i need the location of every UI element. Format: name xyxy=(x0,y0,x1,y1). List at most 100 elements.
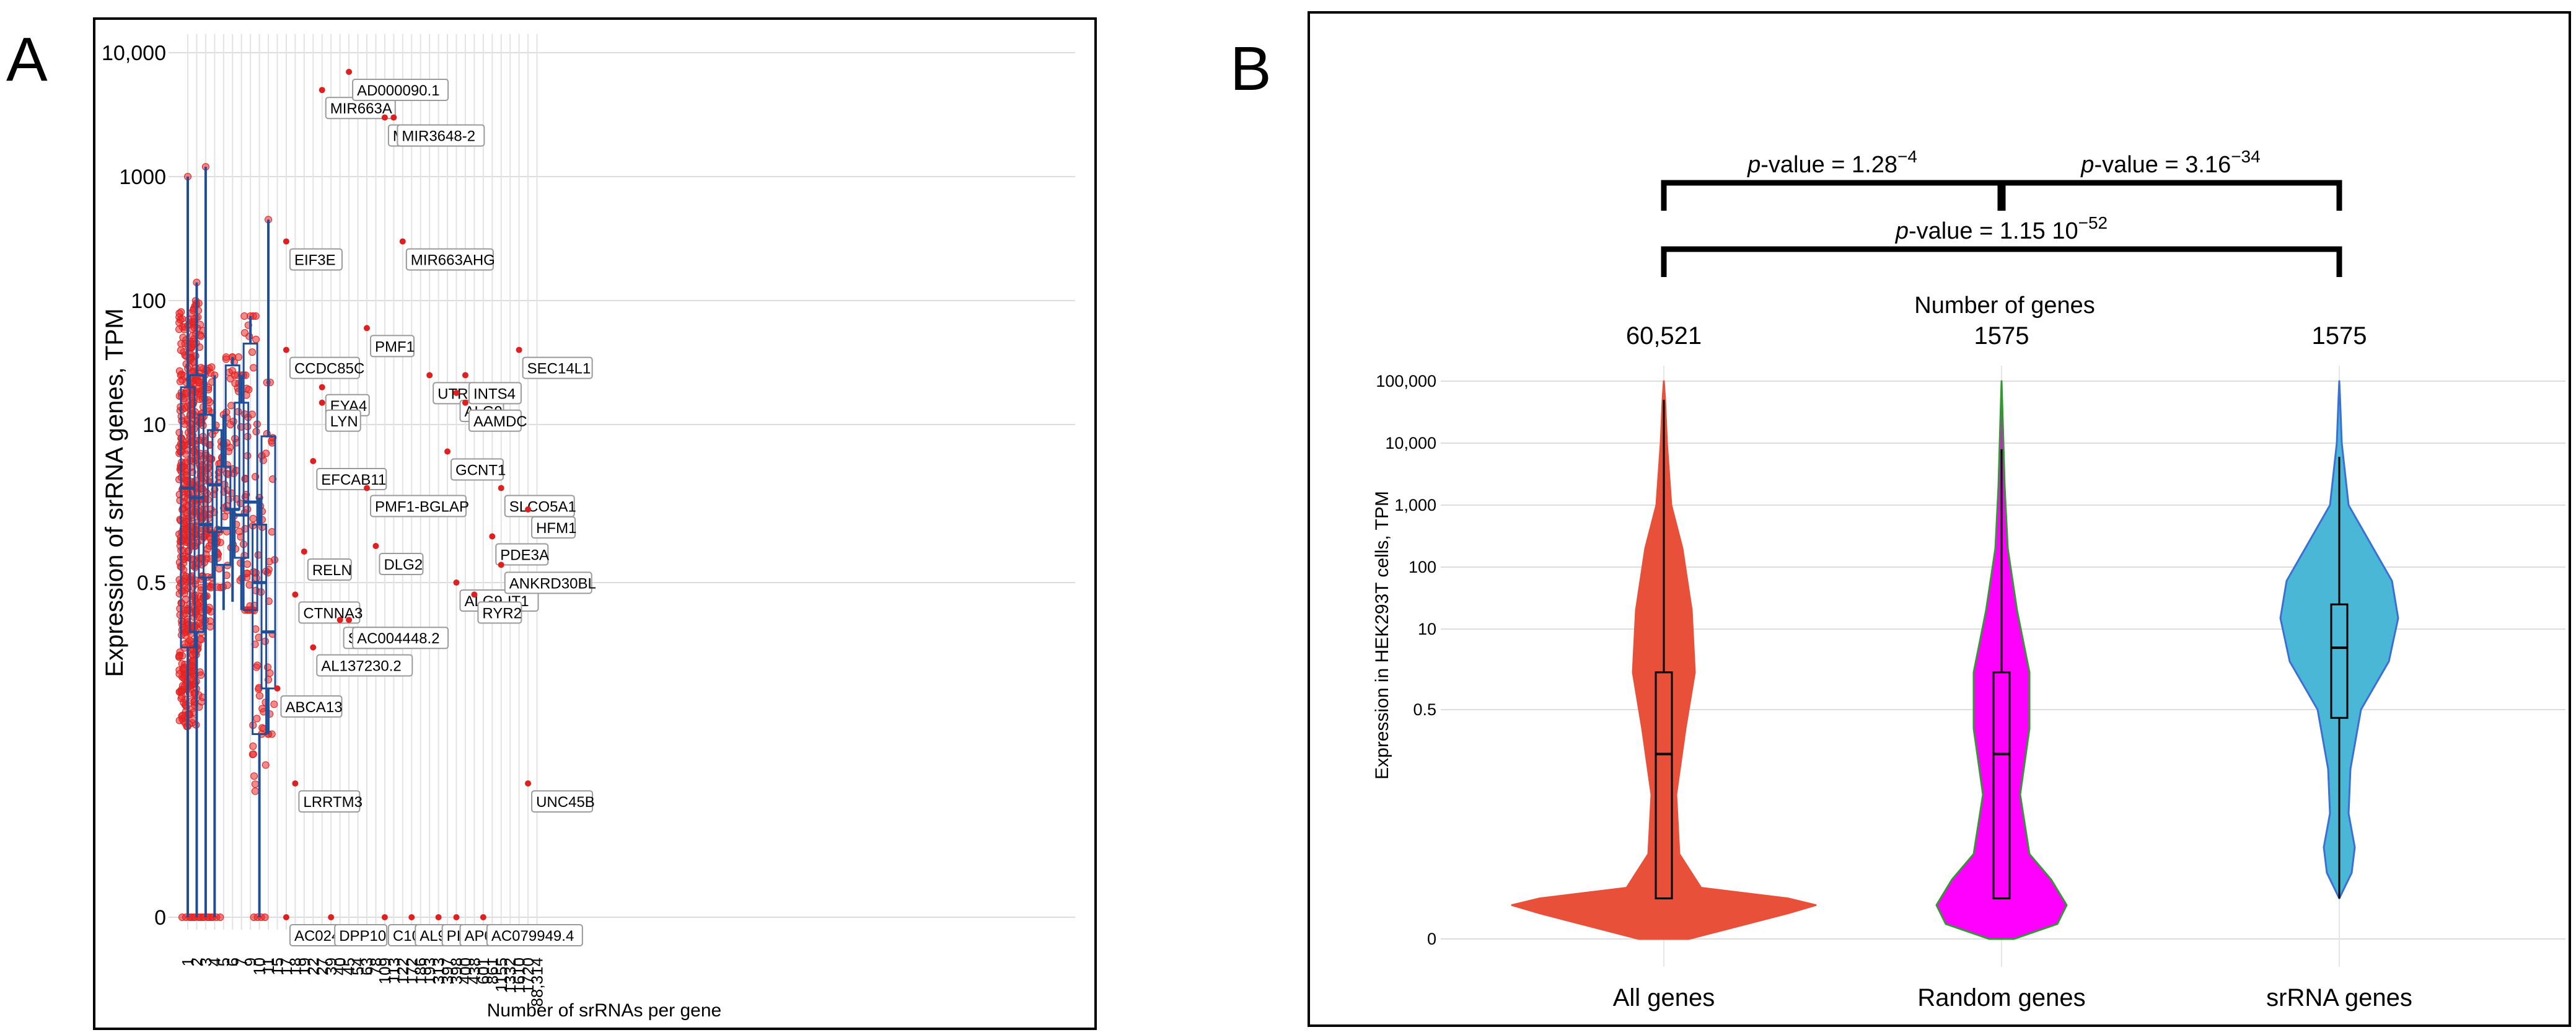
panel-b-y-ticks: 0 0.5 10 100 1,000 10,000 100,000 xyxy=(1376,372,1436,948)
data-point xyxy=(252,428,260,436)
data-point xyxy=(175,325,183,333)
gene-point xyxy=(390,114,397,121)
gene-point xyxy=(274,685,281,692)
gene-label: UNC45B xyxy=(525,780,595,813)
x-label: srRNA genes xyxy=(2266,984,2412,1011)
gene-label: RELN xyxy=(301,548,352,581)
data-point xyxy=(208,363,216,371)
data-point xyxy=(176,604,184,612)
gene-point xyxy=(444,448,451,455)
gene-label: DLG2 xyxy=(372,542,424,575)
gene-label: CCDC85C xyxy=(283,346,364,379)
box-iqr xyxy=(252,523,268,735)
gene-label-box xyxy=(451,458,504,481)
data-point xyxy=(255,692,263,700)
gene-label: RYR2 xyxy=(471,591,522,624)
gene-label-text: MIR663AHG xyxy=(411,252,495,269)
gene-label-text: AD000090.1 xyxy=(357,82,439,99)
box-iqr xyxy=(198,413,214,579)
data-point xyxy=(248,410,256,418)
gene-label-text: HFM1 xyxy=(536,520,576,537)
data-point xyxy=(231,379,239,387)
gene-label: PMF1-BGLAP xyxy=(364,485,469,518)
gene-point xyxy=(480,914,486,920)
bracket-line xyxy=(2000,180,2342,211)
data-point xyxy=(235,527,244,535)
box-5 xyxy=(216,415,232,610)
data-point xyxy=(252,663,260,671)
gene-point xyxy=(408,914,415,920)
gene-label: AC004448.2 xyxy=(346,617,449,650)
box-4 xyxy=(206,375,222,917)
gene-point xyxy=(283,914,289,920)
x-tick-label: 88,314 xyxy=(528,958,547,1007)
data-point xyxy=(249,750,257,758)
data-point xyxy=(196,480,204,488)
gene-label-box xyxy=(298,601,361,624)
y-tick-label: 0 xyxy=(154,906,166,930)
panel-a-x-ticks: 1234567910111517181922273940455463781091… xyxy=(178,958,547,1007)
gene-label-box xyxy=(486,924,583,946)
gene-label-text: UNC45B xyxy=(536,794,595,811)
gene-label: AAMDC xyxy=(462,399,527,432)
gene-label-text: MIR3648-2 xyxy=(402,128,475,145)
gene-label-text: RELN xyxy=(312,562,352,579)
data-point xyxy=(197,364,205,372)
gene-point xyxy=(292,591,299,598)
panel-a-x-axis-label: Number of srRNAs per gene xyxy=(487,1000,722,1021)
data-point xyxy=(268,437,276,445)
p-value-exponent: −34 xyxy=(2231,147,2261,166)
box-2 xyxy=(188,282,204,917)
y-tick-label: 1000 xyxy=(119,165,166,189)
x-tick-label: 19 xyxy=(295,958,314,976)
x-label: Random genes xyxy=(1917,984,2085,1011)
gene-point xyxy=(328,914,335,920)
gene-label: MIR3648-2 xyxy=(390,114,485,147)
bracket-line xyxy=(1661,180,2003,211)
y-tick-label: 10,000 xyxy=(1385,434,1436,452)
gene-point xyxy=(498,485,504,491)
gene-point xyxy=(301,548,307,555)
x-tick-label: 1720 xyxy=(519,958,537,993)
gene-label-box xyxy=(522,356,593,379)
gene-label: AL137230.2 xyxy=(310,644,413,677)
gene-count: 60,521 xyxy=(1626,322,1702,350)
x-tick-label: 4 xyxy=(205,958,224,966)
x-tick-label: 10 xyxy=(250,958,269,976)
gene-label: SEC14L1 xyxy=(516,346,593,379)
gene-label-text: AC004448.2 xyxy=(357,630,439,647)
x-tick-label: 9 xyxy=(241,958,260,966)
x-tick-label: 54 xyxy=(349,958,367,976)
box-iqr xyxy=(242,342,258,611)
gene-point xyxy=(462,372,468,379)
gene-label-box xyxy=(316,654,413,677)
data-point xyxy=(240,329,248,337)
data-point xyxy=(175,392,183,400)
data-point xyxy=(175,670,183,678)
panel-b-letter: B xyxy=(1230,34,1272,103)
data-point xyxy=(181,640,189,648)
gene-point xyxy=(525,780,532,787)
p-value-exponent: −4 xyxy=(1897,147,1917,166)
x-tick-label: 1332 xyxy=(501,958,519,993)
gene-label-box xyxy=(531,790,594,813)
x-tick-label: 438 xyxy=(465,958,483,984)
x-tick-label: 193 xyxy=(420,958,439,984)
data-point xyxy=(250,772,258,780)
significance-bracket: p-value = 3.16−34 xyxy=(2000,147,2342,211)
gene-point xyxy=(426,372,433,379)
gene-label-box xyxy=(397,124,485,147)
data-point xyxy=(215,565,223,573)
gene-point xyxy=(346,617,353,623)
zero-point xyxy=(261,914,269,921)
gene-label-text: AL137230.2 xyxy=(321,658,401,675)
data-point xyxy=(249,514,257,522)
p-value-prefix: p xyxy=(1895,218,1909,244)
x-tick-label: 313 xyxy=(429,958,448,984)
x-tick-label: 17 xyxy=(277,958,296,976)
data-point xyxy=(229,417,237,425)
violin-2 xyxy=(2279,380,2399,900)
x-tick-label: 40 xyxy=(331,958,349,976)
panel-a-gene-labels: EIF3ECCDC85CABCA13LRRTM3AC024563.1RELNCT… xyxy=(274,68,596,946)
gene-count: 1575 xyxy=(2312,322,2367,350)
